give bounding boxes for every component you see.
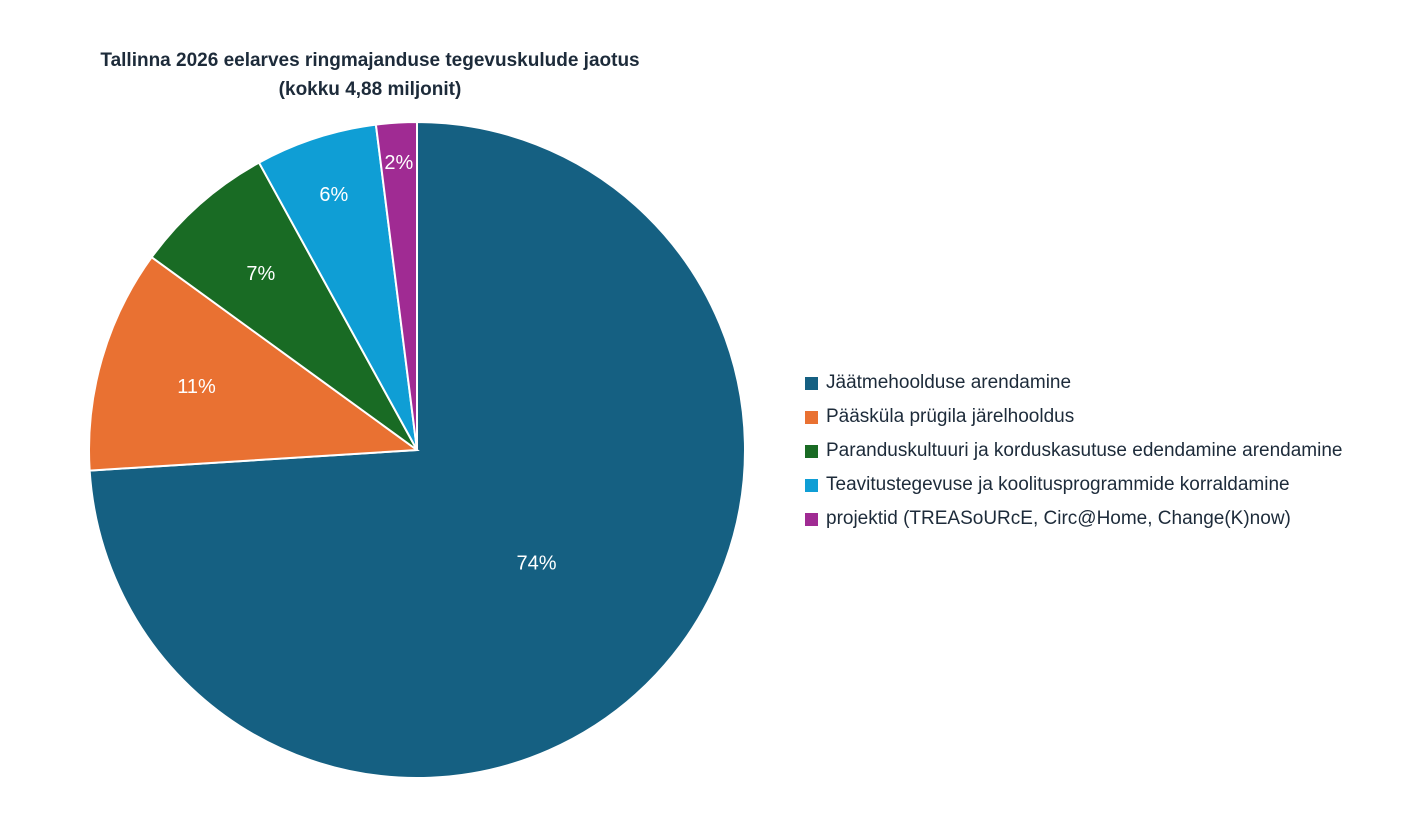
legend-label: projektid (TREASoURcE, Circ@Home, Change… — [826, 508, 1291, 529]
pie-slice-label: 74% — [517, 552, 557, 574]
legend-item: Pääsküla prügila järelhooldus — [805, 400, 1343, 434]
chart-title-block: Tallinna 2026 eelarves ringmajanduse teg… — [0, 46, 740, 104]
pie-slice — [88, 255, 420, 472]
legend-swatch — [805, 512, 818, 526]
legend-item: Jäätmehoolduse arendamine — [805, 366, 1343, 400]
legend-label: Teavitustegevuse ja koolitusprogrammide … — [826, 474, 1290, 495]
legend-item: Teavitustegevuse ja koolitusprogrammide … — [805, 468, 1343, 502]
pie-slice-label: 2% — [384, 152, 413, 174]
legend-label: Paranduskultuuri ja korduskasutuse edend… — [826, 440, 1343, 461]
legend-label: Jäätmehoolduse arendamine — [826, 372, 1072, 393]
legend-item: projektid (TREASoURcE, Circ@Home, Change… — [805, 502, 1343, 536]
pie-slice-label: 11% — [177, 376, 216, 398]
legend-swatch — [805, 444, 818, 458]
pie-slice — [257, 123, 418, 451]
legend-swatch — [805, 410, 818, 424]
pie-slice — [374, 120, 418, 451]
chart-subtitle: (kokku 4,88 miljonit) — [278, 79, 462, 100]
legend-swatch — [805, 478, 818, 492]
legend-label: Pääsküla prügila järelhooldus — [826, 406, 1075, 427]
legend-swatch — [805, 376, 818, 390]
pie-slice — [150, 161, 418, 451]
legend: Jäätmehoolduse arendamine Pääsküla prügil… — [805, 366, 1343, 536]
legend-item: Paranduskultuuri ja korduskasutuse edend… — [805, 434, 1343, 468]
chart-title: Tallinna 2026 eelarves ringmajanduse teg… — [100, 50, 640, 71]
pie-slice-label: 6% — [319, 184, 348, 206]
pie-slice-label: 7% — [246, 263, 275, 285]
